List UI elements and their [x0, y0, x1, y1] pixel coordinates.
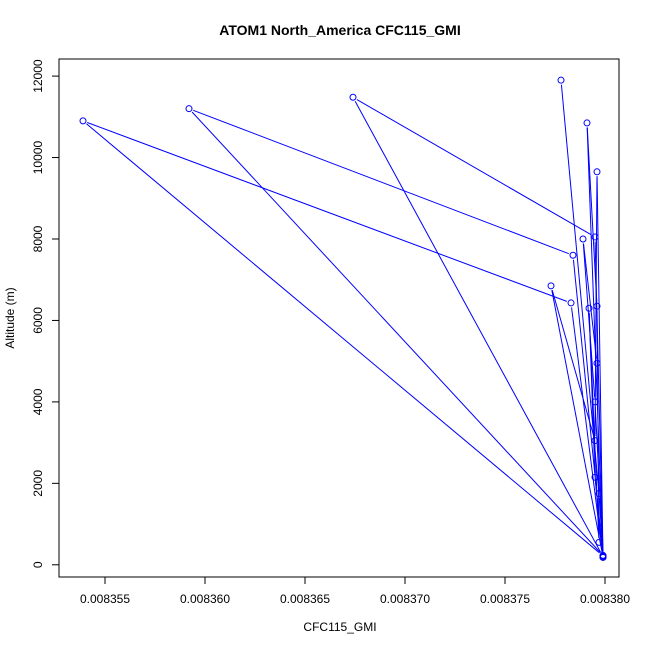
y-tick-label: 8000 — [31, 225, 45, 252]
x-tick-label: 0.008355 — [80, 592, 130, 606]
x-tick-label: 0.008375 — [480, 592, 530, 606]
data-point — [591, 398, 599, 406]
series-segment — [571, 307, 603, 553]
series-segment — [560, 84, 600, 490]
y-tick-label: 10000 — [31, 141, 45, 175]
series-segment — [572, 259, 604, 552]
y-tick-label: 0 — [31, 561, 45, 568]
series-segment — [586, 127, 604, 553]
y-axis: 0 2000 4000 6000 8000 10000 12000 — [31, 59, 60, 568]
x-tick-label: 0.008380 — [580, 592, 630, 606]
data-point — [595, 490, 603, 498]
data-point — [583, 119, 591, 127]
series-segment — [354, 100, 602, 553]
series-segment — [87, 122, 567, 302]
data-point — [557, 76, 565, 84]
series-segment — [586, 127, 598, 302]
data-point — [567, 299, 575, 307]
y-tick-label: 12000 — [31, 59, 45, 93]
series-segment — [86, 123, 600, 554]
y-tick-label: 2000 — [31, 470, 45, 497]
data-point — [547, 282, 555, 290]
data-point — [349, 93, 357, 101]
y-axis-label: Altitude (m) — [3, 287, 17, 348]
data-point — [593, 359, 601, 367]
data-point — [585, 304, 593, 312]
series-line-group — [86, 84, 604, 554]
x-axis-label: CFC115_GMI — [303, 620, 376, 634]
series-segment — [551, 290, 603, 553]
data-point — [595, 538, 603, 546]
series-points-group — [79, 76, 607, 561]
series-segment — [594, 241, 604, 551]
data-point — [579, 235, 587, 243]
data-point — [591, 473, 599, 481]
data-point — [593, 168, 601, 176]
series-segment — [582, 243, 596, 398]
series-segment — [191, 111, 601, 553]
x-tick-label: 0.008370 — [380, 592, 430, 606]
series-segment — [193, 109, 569, 255]
x-tick-label: 0.008360 — [180, 592, 230, 606]
series-segment — [551, 290, 595, 437]
series-segment — [594, 406, 604, 553]
y-tick-label: 4000 — [31, 388, 45, 415]
y-tick-label: 6000 — [31, 307, 45, 334]
data-point — [185, 105, 193, 113]
x-axis: 0.008355 0.008360 0.008365 0.008370 0.008375… — [80, 576, 630, 606]
x-tick-label: 0.008365 — [280, 592, 330, 606]
series-segment — [594, 176, 598, 437]
chart-title: ATOM1 North_America CFC115_GMI — [219, 22, 460, 38]
data-point — [591, 233, 599, 241]
data-point — [599, 553, 607, 561]
data-point — [569, 251, 577, 259]
series-segment — [583, 243, 597, 359]
series-segment — [356, 99, 592, 236]
data-point — [593, 302, 601, 310]
data-point — [591, 437, 599, 445]
data-point — [79, 117, 87, 125]
